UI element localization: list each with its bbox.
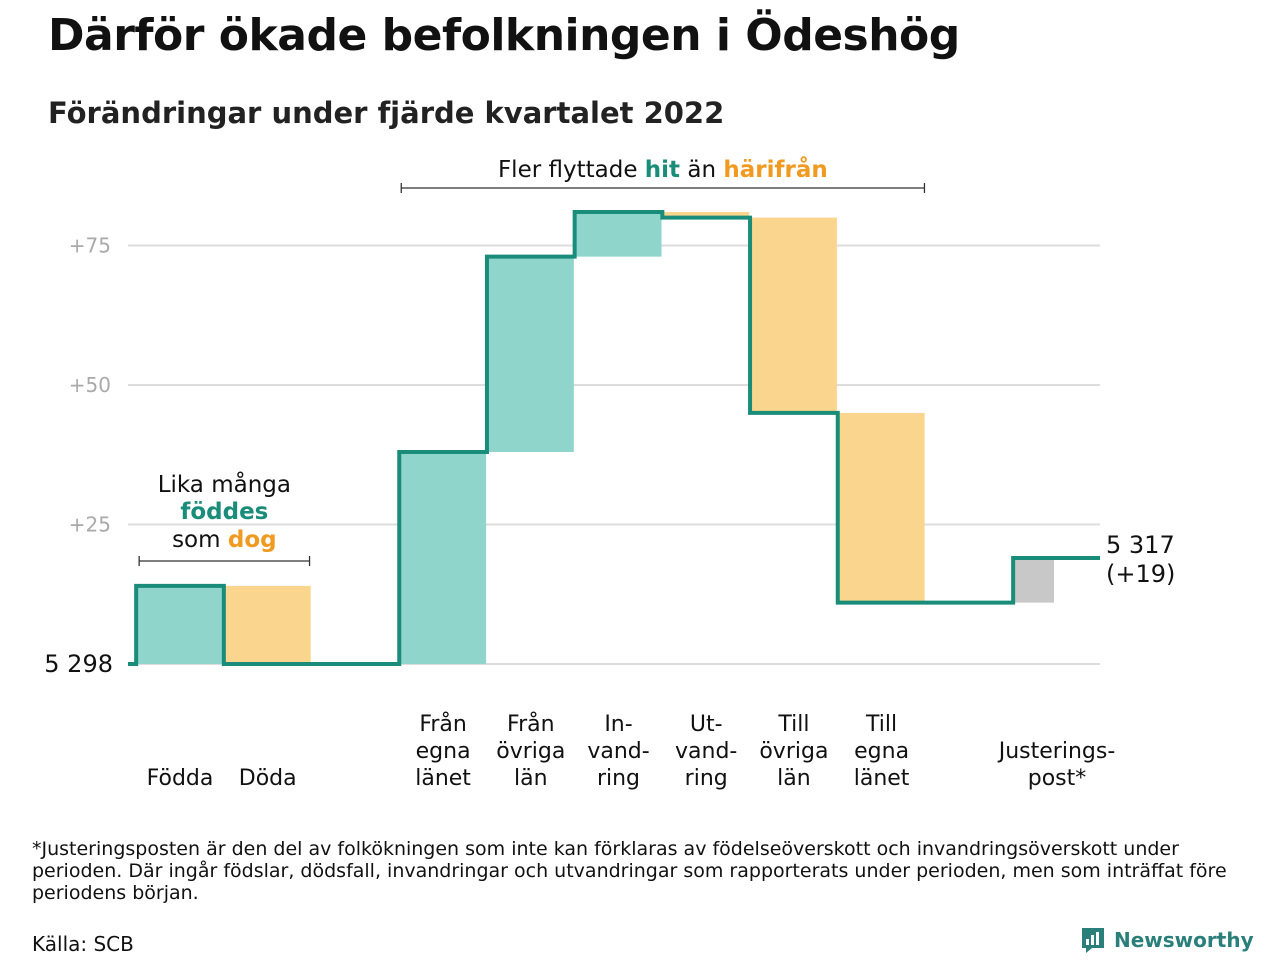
- cumulative-line: [128, 210, 1100, 666]
- waterfall-bar: [575, 212, 662, 257]
- annotation-text: Fler flyttade: [498, 157, 645, 183]
- annotation-highlight: dog: [228, 527, 277, 553]
- source-label: Källa: SCB: [32, 932, 134, 956]
- category-label: post*: [1028, 766, 1087, 791]
- waterfall-bar: [400, 451, 487, 664]
- category-label: län: [777, 766, 811, 791]
- annotation-births-line2: föddes: [180, 499, 268, 525]
- category-label: Till: [777, 712, 809, 737]
- waterfall-bar: [750, 217, 837, 413]
- annotation-text: än: [680, 157, 723, 183]
- newsworthy-logo-icon: [1082, 928, 1104, 953]
- brand-logo[interactable]: Newsworthy: [1080, 926, 1254, 954]
- annotation-births-line1: Lika många: [158, 470, 291, 498]
- category-label: ring: [685, 766, 728, 791]
- annotation-migration: Fler flyttade hit än härifrån: [498, 156, 828, 183]
- footnote: *Justeringsposten är den del av folkökni…: [32, 838, 1227, 904]
- waterfall-bar: [838, 412, 925, 603]
- waterfall-bar: [137, 585, 223, 664]
- chart-subtitle: Förändringar under fjärde kvartalet 2022: [48, 96, 725, 130]
- category-label: länet: [415, 766, 471, 791]
- y-tick-label: +25: [69, 513, 111, 537]
- category-label: vand-: [675, 739, 737, 764]
- annotation-text: som: [172, 527, 228, 553]
- end-value-label: 5 317: [1106, 531, 1175, 559]
- annotation-highlight: härifrån: [723, 156, 827, 183]
- category-label: egna: [854, 739, 909, 764]
- category-label: Till: [865, 712, 897, 737]
- category-label: län: [514, 766, 548, 791]
- start-value-label: 5 298: [44, 650, 113, 678]
- category-label: Ut-: [690, 712, 723, 737]
- waterfall-bar: [1014, 557, 1054, 603]
- brand-name: Newsworthy: [1114, 928, 1254, 952]
- category-label: övriga: [496, 739, 565, 764]
- category-label: Födda: [147, 766, 214, 791]
- y-tick-label: +50: [69, 373, 111, 397]
- category-label: länet: [854, 766, 910, 791]
- category-label: Justerings-: [997, 739, 1116, 764]
- annotation-highlight: hit: [645, 157, 680, 183]
- annotation-births-line3: som dog: [172, 527, 277, 553]
- category-label: Från: [419, 711, 467, 737]
- chart-title: Därför ökade befolkningen i Ödeshög: [48, 10, 960, 61]
- category-label: Från: [507, 711, 555, 737]
- category-label: Döda: [239, 766, 297, 791]
- end-change-label: (+19): [1106, 560, 1175, 588]
- category-label: vand-: [587, 739, 649, 764]
- waterfall-bar: [224, 585, 311, 664]
- category-label: övriga: [759, 739, 828, 764]
- y-tick-label: +75: [69, 234, 111, 258]
- category-label: ring: [597, 766, 640, 791]
- waterfall-bar: [663, 212, 750, 218]
- category-label: egna: [416, 739, 471, 764]
- category-label: In-: [604, 712, 632, 737]
- waterfall-bar: [487, 256, 574, 452]
